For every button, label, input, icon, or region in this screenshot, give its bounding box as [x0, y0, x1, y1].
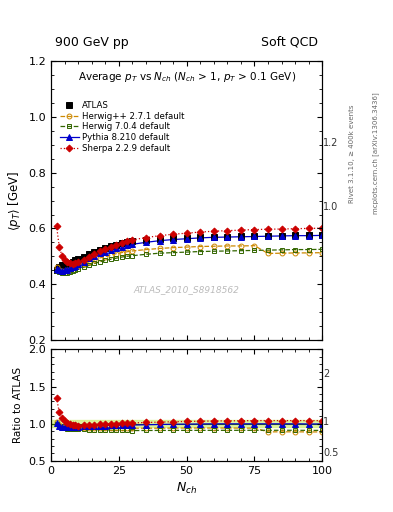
Text: 1: 1: [323, 417, 330, 428]
Text: Rivet 3.1.10, ≥ 400k events: Rivet 3.1.10, ≥ 400k events: [349, 104, 355, 203]
Text: 2: 2: [323, 369, 330, 379]
Text: 1.2: 1.2: [323, 138, 339, 148]
Y-axis label: Ratio to ATLAS: Ratio to ATLAS: [13, 367, 23, 443]
Y-axis label: $\langle p_T \rangle$ [GeV]: $\langle p_T \rangle$ [GeV]: [6, 170, 23, 231]
Text: ATLAS_2010_S8918562: ATLAS_2010_S8918562: [134, 285, 240, 294]
X-axis label: $N_{ch}$: $N_{ch}$: [176, 481, 197, 496]
Text: mcplots.cern.ch [arXiv:1306.3436]: mcplots.cern.ch [arXiv:1306.3436]: [372, 93, 379, 215]
Legend: ATLAS, Herwig++ 2.7.1 default, Herwig 7.0.4 default, Pythia 8.210 default, Sherp: ATLAS, Herwig++ 2.7.1 default, Herwig 7.…: [58, 99, 186, 155]
Text: 1.0: 1.0: [323, 202, 339, 212]
Text: 900 GeV pp: 900 GeV pp: [55, 36, 129, 49]
Text: 0.5: 0.5: [323, 448, 339, 458]
Text: Soft QCD: Soft QCD: [261, 36, 318, 49]
Text: Average $p_T$ vs $N_{ch}$ ($N_{ch}$ > 1, $p_T$ > 0.1 GeV): Average $p_T$ vs $N_{ch}$ ($N_{ch}$ > 1,…: [77, 70, 296, 84]
